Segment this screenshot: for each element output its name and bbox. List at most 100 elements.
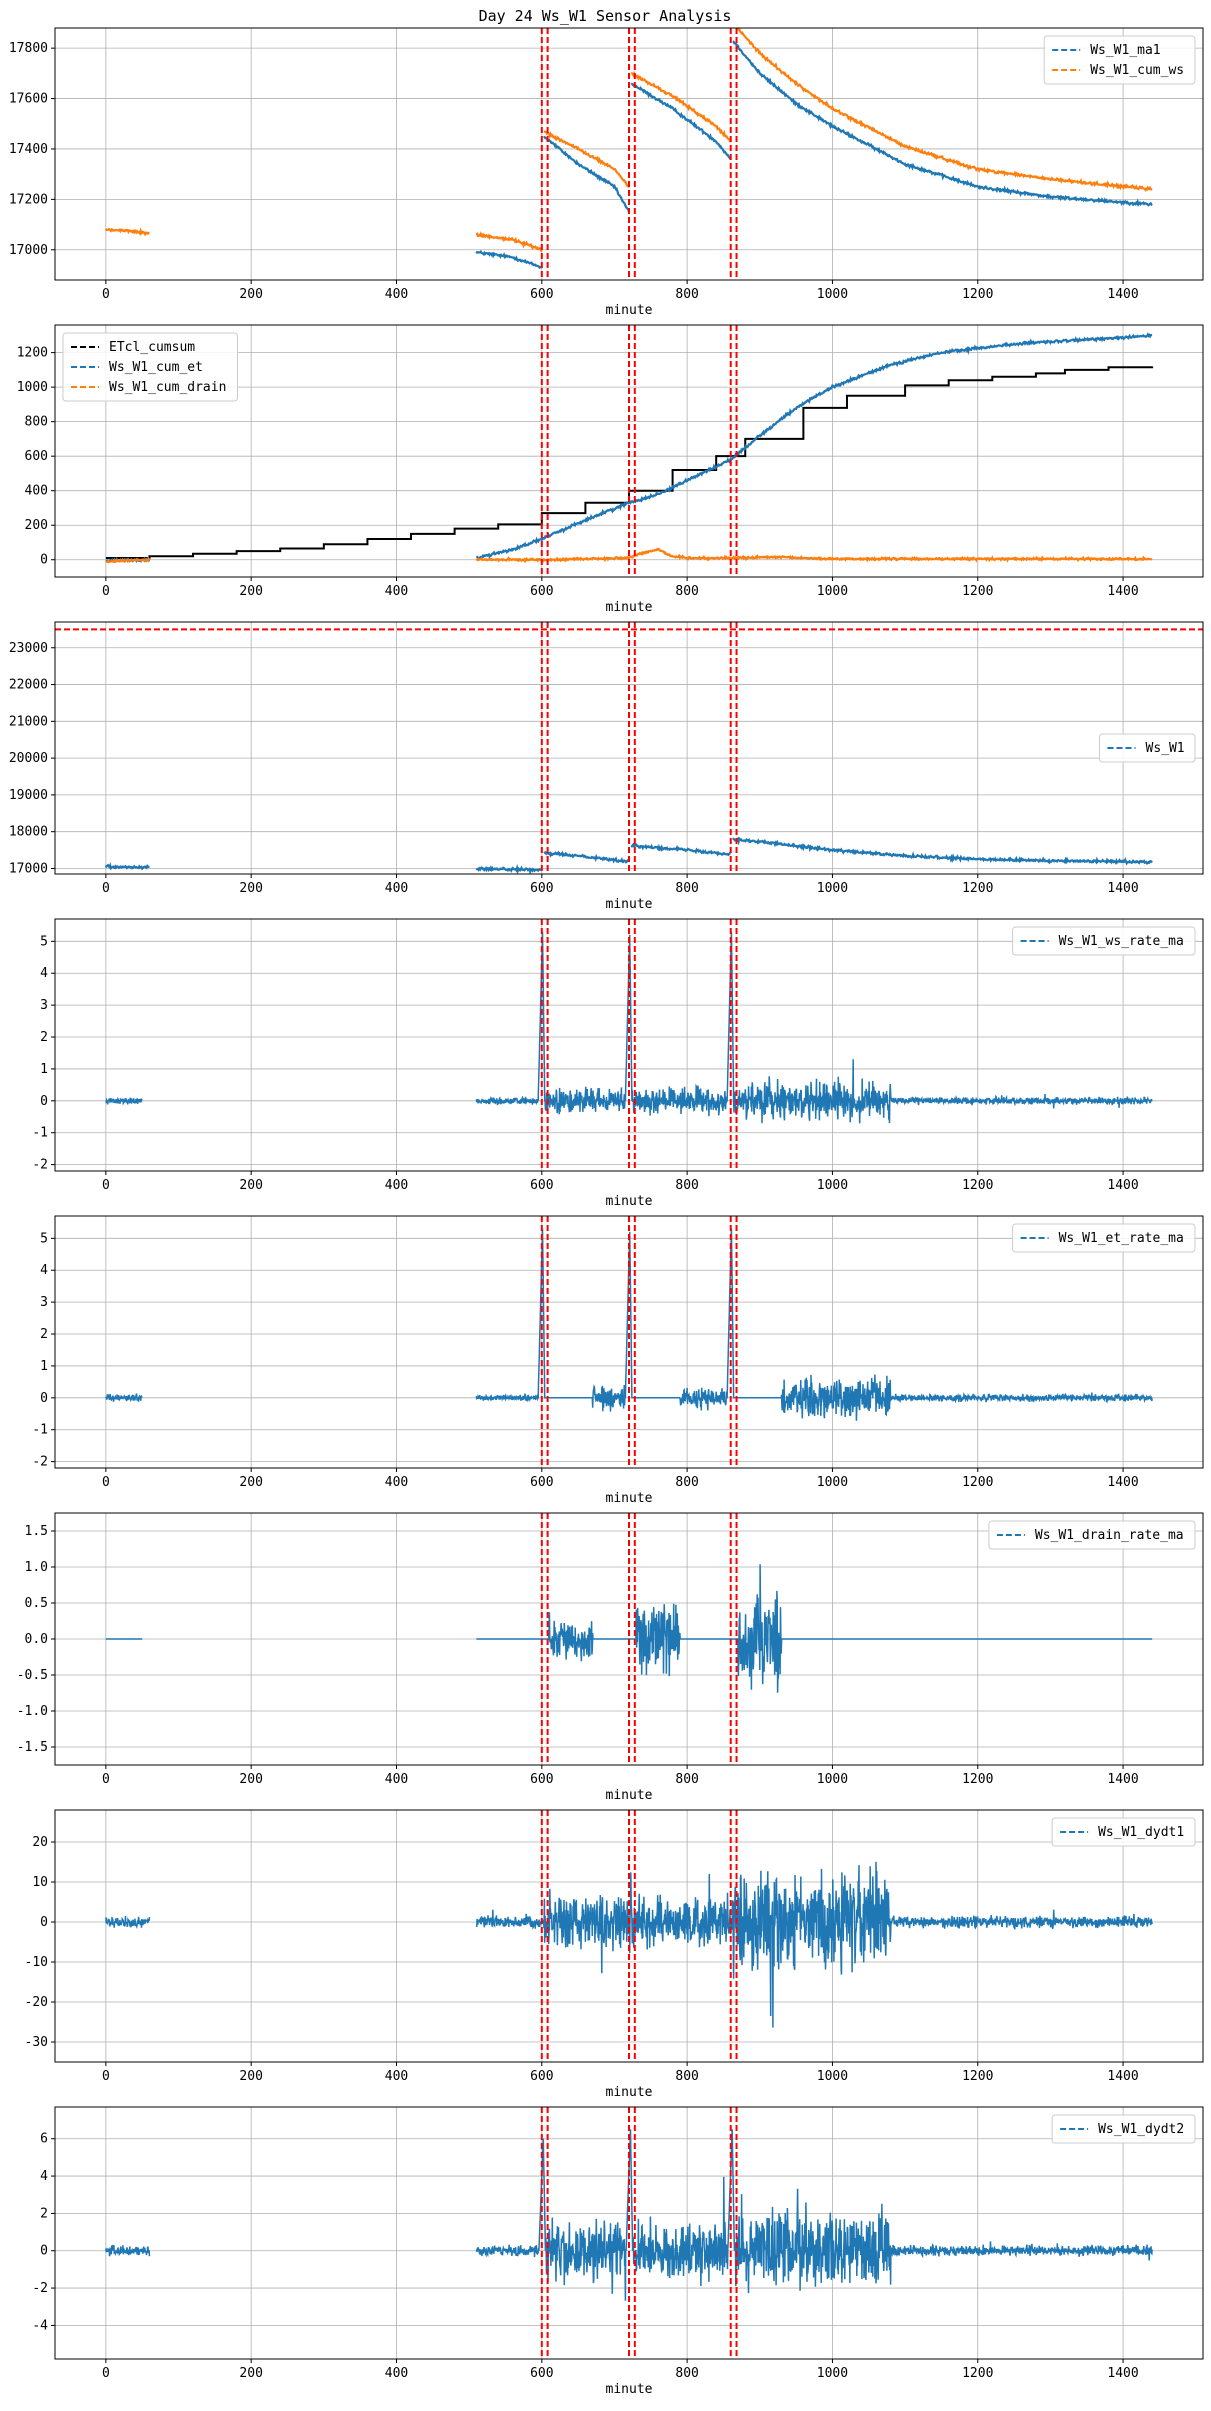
y-tick-label: 0 <box>40 553 48 568</box>
legend-box <box>1012 1223 1196 1253</box>
legend: Ws_W1_ws_rate_ma <box>1012 926 1196 956</box>
x-tick-label: 200 <box>239 1772 262 1787</box>
x-axis-label: minute <box>606 1788 653 1803</box>
x-tick-label: 1400 <box>1107 2069 1138 2084</box>
reference-lines <box>540 1216 738 1468</box>
y-tick-label: 2 <box>40 1327 48 1342</box>
legend-label: Ws_W1_ma1 <box>1090 43 1160 58</box>
x-tick-label: 400 <box>385 881 408 896</box>
ticks: 0 200 400 600 800 1000 1200 1400 -2 -1 0 1 2 3 4 5 <box>32 1231 1138 1490</box>
subplot-1: 0 200 400 600 800 1000 1200 1400 17000 17200 17400… <box>9 27 1204 318</box>
y-tick-label: 0 <box>40 1915 48 1930</box>
y-tick-label: 400 <box>25 484 48 499</box>
y-tick-label: 1.0 <box>25 1560 48 1575</box>
y-tick-label: 22000 <box>9 678 48 693</box>
y-tick-label: 0 <box>40 1094 48 1109</box>
x-tick-label: 1000 <box>817 881 848 896</box>
x-tick-label: 600 <box>530 2069 553 2084</box>
x-tick-label: 1400 <box>1107 881 1138 896</box>
legend: ETcl_cumsum Ws_W1_cum_et Ws_W1_cum_drain <box>62 332 238 402</box>
y-tick-label: 1200 <box>17 346 48 361</box>
x-tick-label: 1400 <box>1107 1178 1138 1193</box>
x-tick-label: 200 <box>239 1475 262 1490</box>
y-tick-label: -1 <box>32 1126 48 1141</box>
y-tick-label: -2 <box>32 2281 48 2296</box>
x-tick-label: 400 <box>385 287 408 302</box>
x-tick-label: 1000 <box>817 1178 848 1193</box>
x-tick-label: 1000 <box>817 2366 848 2381</box>
y-tick-label: -2 <box>32 1158 48 1173</box>
x-tick-label: 1400 <box>1107 2366 1138 2381</box>
x-tick-label: 0 <box>102 584 110 599</box>
x-tick-label: 200 <box>239 1178 262 1193</box>
ticks: 0 200 400 600 800 1000 1200 1400 0 200 400 600 800 10… <box>17 346 1139 599</box>
y-tick-label: 600 <box>25 449 48 464</box>
axes-frame <box>54 27 1204 281</box>
axes-frame <box>54 1809 1204 2063</box>
y-tick-label: 0.0 <box>25 1632 48 1647</box>
legend-box <box>62 332 238 402</box>
series-Ws_W1_ws_rate_ma <box>105 931 1153 1124</box>
subplot-4: 0 200 400 600 800 1000 1200 1400 -2 -1 0 1 2 3 4 5 minut… <box>32 918 1204 1209</box>
x-tick-label: 1000 <box>817 287 848 302</box>
y-tick-label: 3 <box>40 1295 48 1310</box>
subplots: 0 200 400 600 800 1000 1200 1400170001720017400… <box>9 27 1204 2397</box>
ticks: 0 200 400 600 800 1000 1200 1400 17000 17200 17400… <box>9 41 1139 302</box>
subplot-7: 0 200 400 600 800 1000 1200 1400 -30 -20 -10 0 10 20 m… <box>25 1809 1204 2100</box>
series-Ws_W1_cum_drain <box>105 547 1153 564</box>
y-tick-label: 4 <box>40 2169 48 2184</box>
y-tick-label: 1.5 <box>25 1524 48 1539</box>
y-tick-label: 19000 <box>9 788 48 803</box>
x-tick-label: 1200 <box>962 287 993 302</box>
legend-box <box>1051 2114 1196 2144</box>
series-line <box>105 547 1153 564</box>
y-tick-label: -4 <box>32 2318 48 2333</box>
subplot-2: 0 200 400 600 800 1000 1200 1400 0 200 400 600 800 10… <box>17 324 1204 615</box>
x-tick-label: 0 <box>102 2069 110 2084</box>
ticks: 0 200 400 600 800 1000 1200 1400 -30 -20 -10 0 10 20 <box>25 1835 1139 2084</box>
axes-frame <box>54 1215 1204 1469</box>
x-tick-label: 1200 <box>962 2069 993 2084</box>
x-tick-label: 200 <box>239 287 262 302</box>
x-tick-label: 1000 <box>817 1772 848 1787</box>
x-tick-label: 800 <box>675 2069 698 2084</box>
x-tick-label: 800 <box>675 1178 698 1193</box>
subplot-8: 0 200 400 600 800 1000 1200 1400 -4 -2 0 2 4 6 minute W… <box>32 2106 1204 2397</box>
plot-area <box>105 2129 1153 2301</box>
legend: Ws_W1 <box>1099 733 1196 763</box>
x-axis-label: minute <box>606 600 653 615</box>
x-tick-label: 200 <box>239 2069 262 2084</box>
axes-frame <box>54 324 1204 578</box>
y-tick-label: 21000 <box>9 714 48 729</box>
y-tick-label: -1.0 <box>17 1704 48 1719</box>
series-line <box>105 1228 1153 1421</box>
x-tick-label: 800 <box>675 584 698 599</box>
y-tick-label: 800 <box>25 415 48 430</box>
y-tick-label: 17000 <box>9 861 48 876</box>
x-tick-label: 400 <box>385 2366 408 2381</box>
plot-area <box>105 1861 1153 2028</box>
series-Ws_W1 <box>104 836 1153 874</box>
y-tick-label: 17200 <box>9 192 48 207</box>
subplot-5: 0 200 400 600 800 1000 1200 1400 -2 -1 0 1 2 3 4 5 minut… <box>32 1215 1204 1506</box>
legend-label: Ws_W1_cum_et <box>109 360 203 375</box>
x-tick-label: 1000 <box>817 1475 848 1490</box>
y-tick-label: 4 <box>40 966 48 981</box>
x-tick-label: 1200 <box>962 881 993 896</box>
y-tick-label: 17800 <box>9 41 48 56</box>
axes-frame <box>54 621 1204 875</box>
y-tick-label: 0 <box>40 2244 48 2259</box>
y-tick-label: 5 <box>40 1231 48 1246</box>
x-tick-label: 600 <box>530 287 553 302</box>
y-tick-label: 20000 <box>9 751 48 766</box>
x-tick-label: 400 <box>385 584 408 599</box>
y-tick-label: -30 <box>25 2035 48 2050</box>
ticks: 0 200 400 600 800 1000 1200 1400 -2 -1 0 1 2 3 4 5 <box>32 934 1138 1193</box>
reference-lines <box>540 2107 738 2359</box>
legend-label: Ws_W1_et_rate_ma <box>1059 1231 1184 1246</box>
y-tick-label: 20 <box>32 1835 48 1850</box>
subplot-3: 0 200 400 600 800 1000 1200 1400 17000 18000 19000… <box>9 621 1204 912</box>
series-line <box>105 1861 1153 2028</box>
y-tick-label: 200 <box>25 518 48 533</box>
x-tick-label: 800 <box>675 1475 698 1490</box>
